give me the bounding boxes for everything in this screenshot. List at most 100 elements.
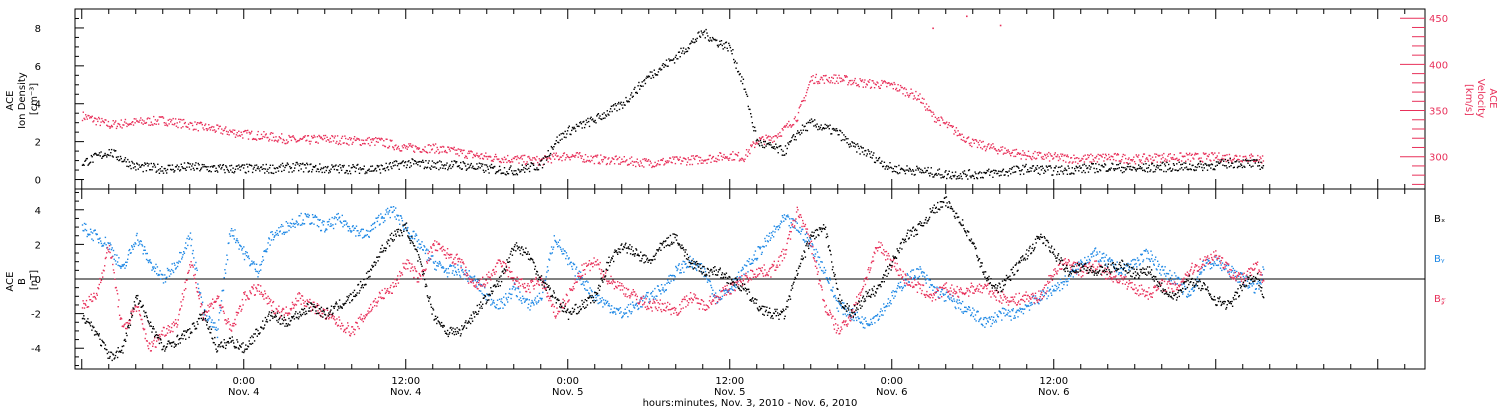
data-point: [658, 289, 660, 291]
data-point: [831, 76, 833, 79]
data-point: [915, 169, 917, 171]
data-point: [1079, 262, 1081, 265]
data-point: [809, 122, 812, 124]
data-point: [247, 138, 250, 140]
data-point: [1220, 160, 1222, 163]
data-point: [845, 315, 848, 317]
data-point: [280, 137, 282, 140]
data-point: [1157, 154, 1159, 157]
data-point: [882, 81, 885, 83]
data-point: [153, 162, 155, 165]
data-point: [453, 146, 455, 149]
data-point: [132, 124, 135, 126]
data-point: [476, 286, 478, 288]
data-point: [920, 268, 922, 270]
data-point: [874, 83, 877, 85]
data-point: [1124, 274, 1126, 276]
data-point: [261, 261, 263, 263]
data-point: [907, 169, 909, 171]
data-point: [844, 139, 846, 141]
data-point: [505, 174, 507, 176]
data-point: [454, 266, 456, 269]
data-point: [664, 64, 667, 67]
data-point: [826, 279, 829, 282]
data-point: [465, 271, 468, 274]
data-point: [447, 169, 449, 171]
data-point: [849, 79, 851, 82]
data-point: [1241, 161, 1244, 163]
data-point: [977, 141, 979, 144]
data-point: [227, 318, 229, 320]
data-point: [875, 157, 877, 159]
data-point: [951, 171, 954, 174]
data-point: [313, 134, 315, 137]
data-point: [109, 154, 111, 157]
data-point: [1056, 173, 1058, 176]
data-point: [1064, 154, 1066, 156]
data-point: [642, 85, 644, 87]
data-point: [119, 124, 121, 126]
data-point: [650, 293, 652, 295]
data-point: [1125, 157, 1127, 160]
data-point: [331, 135, 333, 137]
data-point: [865, 149, 867, 152]
data-point: [87, 233, 89, 235]
data-point: [370, 138, 372, 141]
data-point: [678, 158, 681, 161]
data-point: [764, 140, 766, 143]
data-point: [608, 305, 611, 307]
data-point: [985, 172, 988, 174]
data-point: [92, 296, 94, 298]
data-point: [132, 121, 134, 123]
data-point: [516, 295, 518, 298]
data-point: [429, 151, 431, 154]
data-point: [291, 223, 293, 225]
data-point: [89, 299, 91, 301]
data-point: [849, 311, 851, 314]
data-point: [332, 227, 335, 230]
data-point: [608, 303, 610, 305]
data-point: [395, 207, 397, 209]
data-point: [1049, 288, 1052, 290]
data-point: [1122, 166, 1124, 169]
data-point: [548, 157, 550, 159]
data-point: [790, 222, 792, 224]
data-point: [461, 152, 463, 155]
data-point: [374, 221, 376, 224]
data-point: [711, 156, 714, 158]
data-point: [305, 167, 307, 169]
data-point: [148, 342, 150, 344]
data-point: [238, 164, 240, 166]
data-point: [726, 291, 728, 293]
data-point: [697, 163, 699, 165]
data-point: [171, 263, 173, 265]
data-point: [320, 167, 323, 169]
data-point: [98, 154, 100, 156]
data-point: [902, 168, 904, 171]
data-point: [870, 151, 873, 153]
data-point: [559, 239, 561, 241]
data-point: [680, 272, 682, 274]
data-point: [160, 170, 162, 172]
data-point: [909, 93, 911, 95]
data-point: [189, 237, 191, 239]
data-point: [411, 237, 414, 240]
data-point: [864, 327, 866, 329]
data-point: [1074, 157, 1076, 160]
data-point: [148, 260, 150, 262]
data-point: [181, 166, 183, 168]
data-point: [447, 267, 449, 270]
data-point: [786, 216, 788, 218]
data-point: [532, 164, 535, 166]
data-point: [1182, 156, 1184, 158]
data-point: [317, 218, 319, 221]
data-point: [213, 165, 216, 167]
data-point: [704, 268, 706, 270]
data-point: [546, 271, 548, 273]
data-point: [1129, 168, 1131, 170]
data-point: [1101, 164, 1103, 167]
data-point: [324, 134, 327, 137]
data-point: [868, 323, 870, 325]
data-point: [911, 269, 913, 271]
data-point: [992, 143, 994, 145]
